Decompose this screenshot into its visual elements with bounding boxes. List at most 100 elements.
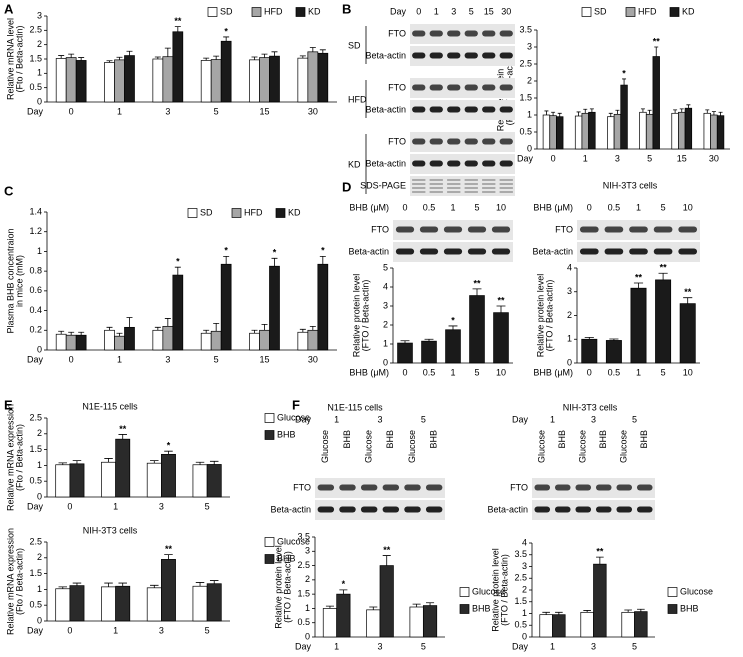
blot-band [412, 52, 426, 59]
blot-group-label: HFD [348, 94, 367, 104]
error-bar [58, 462, 68, 465]
error-bar [106, 60, 113, 63]
y-tick-label: 0.2 [29, 325, 42, 335]
x-tick-label: 1 [583, 153, 588, 163]
y-tick-label: 2.5 [514, 573, 527, 583]
error-bar [654, 46, 659, 57]
bar [55, 58, 67, 103]
legend-label: Glucose [277, 412, 310, 422]
blot-row-label: Beta-actin [365, 50, 406, 60]
blot-band [575, 506, 592, 513]
error-bar [647, 109, 652, 115]
bar [552, 614, 566, 638]
significance: ** [653, 36, 661, 46]
error-bar [448, 325, 458, 330]
x-tick-label: 3 [377, 641, 382, 651]
error-bar [683, 297, 693, 304]
blot-background [410, 154, 515, 174]
blot-lane-label: 0.5 [423, 202, 436, 212]
blot-lane-label: 10 [683, 202, 693, 212]
bar [152, 329, 164, 351]
error-bar [72, 582, 82, 586]
blot-band [629, 226, 648, 233]
significance: * [342, 579, 346, 589]
error-bar [164, 318, 171, 327]
bar [588, 111, 596, 150]
error-bar [150, 584, 159, 588]
y-tick-label: 3 [305, 546, 310, 556]
panel-letter: D [342, 179, 351, 194]
error-bar [271, 51, 278, 57]
blot-lane-label: 0.5 [608, 202, 621, 212]
significance: ** [383, 545, 391, 555]
significance: * [273, 248, 277, 258]
y-tick-label: 3 [383, 300, 388, 310]
blot-lane-label: Glucose [407, 430, 417, 463]
y-tick-label: 2.5 [29, 536, 42, 546]
error-bar [576, 111, 581, 117]
bar [206, 464, 222, 498]
y-axis-label: (FTO / Beta-actin) [360, 280, 370, 352]
y-axis-label: (FTO / Beta-actin) [544, 280, 554, 352]
x-tick-label: 0 [587, 367, 592, 377]
blot-lane-label: 10 [496, 202, 506, 212]
error-bar [78, 331, 85, 336]
blot-band [595, 484, 612, 491]
bar [605, 340, 622, 364]
y-tick-label: 0 [383, 357, 388, 367]
error-bar [203, 57, 210, 61]
y-tick-label: 0 [37, 96, 42, 106]
blot-band [534, 506, 551, 513]
y-axis-label: (FTO / Beta-actin) [499, 554, 509, 626]
x-axis-label: Day [27, 106, 44, 116]
legend-label: SD [594, 6, 607, 16]
bar [539, 614, 553, 638]
blot-band [604, 226, 624, 233]
x-tick-label: 3 [615, 153, 620, 163]
blot-band [482, 52, 496, 59]
blot-background [410, 78, 515, 98]
y-axis-label: Relative mRNA expression [5, 404, 15, 511]
legend-label: SD [220, 6, 233, 16]
blot-band [464, 160, 478, 167]
y-tick-label: 2.5 [297, 560, 310, 570]
blot-band [429, 30, 443, 37]
y-tick-label: 0 [37, 344, 42, 354]
bar [55, 464, 71, 498]
blot-lane-label: 30 [501, 6, 511, 16]
blot-lane-label: 1 [636, 202, 641, 212]
x-axis-label: Day [512, 641, 529, 651]
blot-band [616, 484, 633, 491]
blot-band [447, 187, 461, 189]
blot-row-label: FTO [388, 82, 406, 92]
bar [65, 334, 77, 351]
y-tick-label: 3 [527, 41, 532, 51]
bar [101, 461, 116, 498]
error-bar [261, 323, 268, 331]
blot-band [447, 84, 461, 91]
blot-band [482, 183, 496, 185]
blot-band [429, 191, 443, 193]
y-tick-label: 1.5 [519, 92, 532, 102]
blot-band [447, 138, 461, 145]
legend-swatch [275, 208, 286, 218]
blot-row-label: Beta-actin [365, 104, 406, 114]
legend-label: BHB [680, 603, 699, 613]
bar [124, 55, 135, 103]
bar [65, 57, 77, 103]
blot-band [404, 506, 421, 513]
significance: ** [174, 16, 182, 26]
error-bar [686, 104, 691, 109]
blot-header-label: BHB (μM) [349, 202, 389, 212]
blot-lane-label: 3 [377, 414, 382, 424]
error-bar [339, 589, 348, 595]
y-tick-label: 1.5 [297, 589, 310, 599]
bar [55, 333, 67, 351]
y-tick-label: 0 [37, 491, 42, 501]
blot-band [412, 179, 426, 181]
blot-background [410, 132, 515, 152]
significance: * [321, 246, 325, 256]
y-tick-label: 0.5 [29, 476, 42, 486]
blot-lane-label: 5 [421, 414, 426, 424]
blot-band [360, 484, 378, 491]
